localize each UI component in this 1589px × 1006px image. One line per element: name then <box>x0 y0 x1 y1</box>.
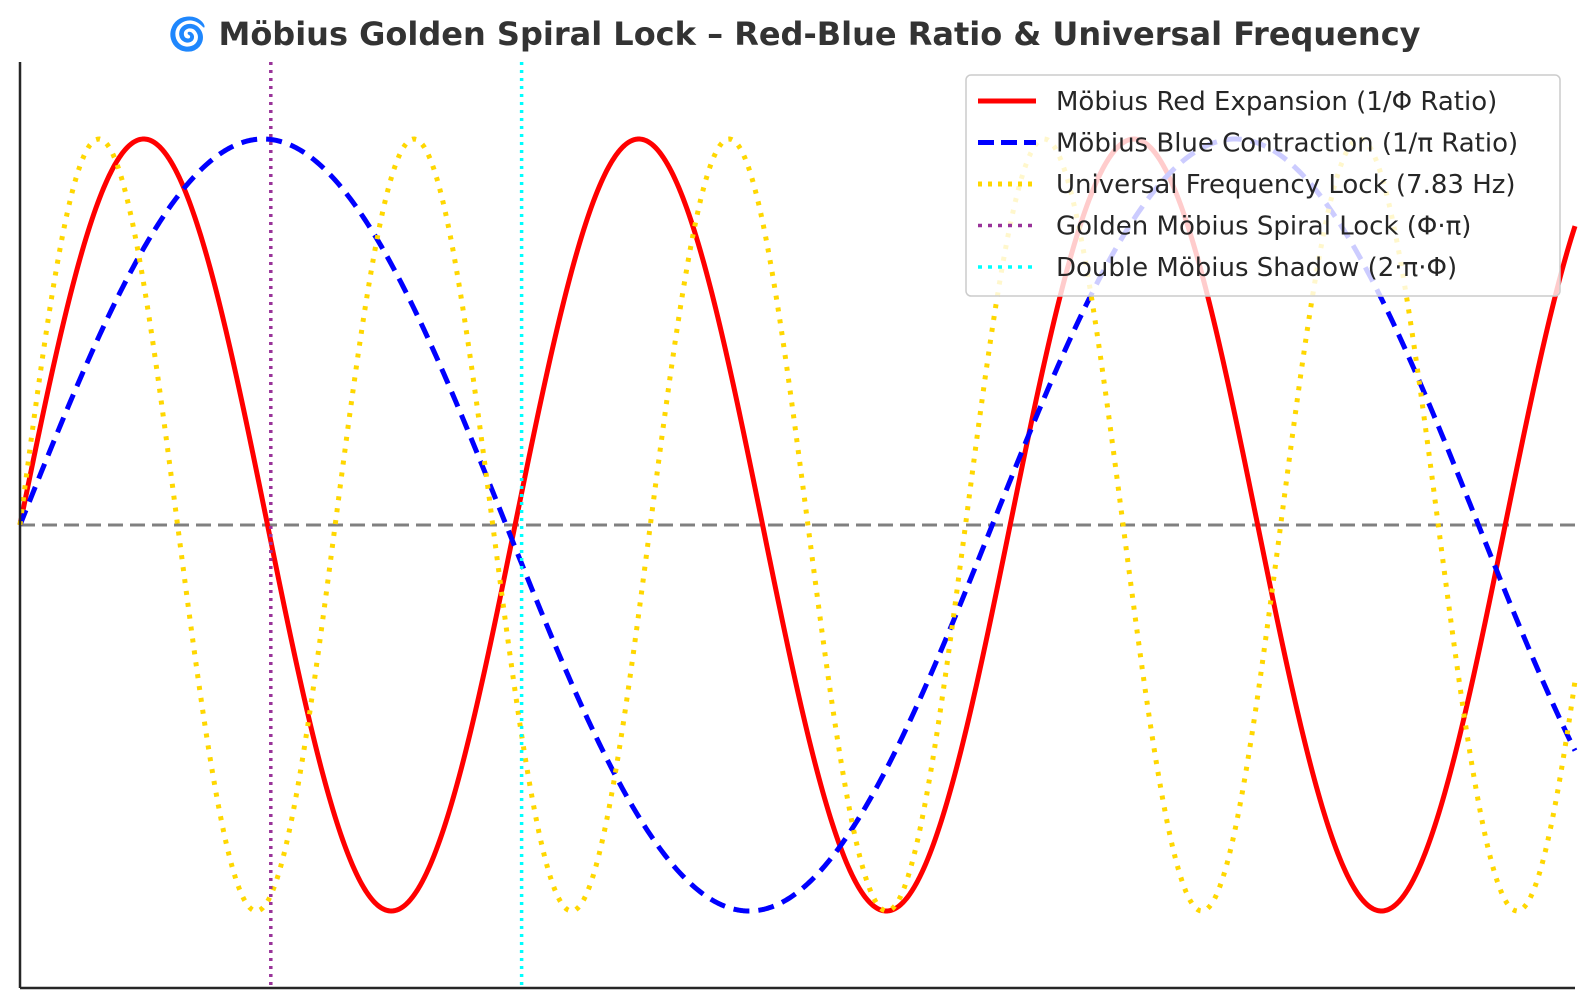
legend: Möbius Red Expansion (1/Φ Ratio) Möbius B… <box>965 74 1561 297</box>
chart-title: 🌀 Möbius Golden Spiral Lock – Red-Blue R… <box>167 15 1420 53</box>
legend-label: Möbius Blue Contraction (1/π Ratio) <box>1056 129 1518 159</box>
legend-label: Universal Frequency Lock (7.83 Hz) <box>1056 170 1516 200</box>
legend-entry-red: Möbius Red Expansion (1/Φ Ratio) <box>978 87 1497 117</box>
legend-entry-golden-lock: Golden Möbius Spiral Lock (Φ·π) <box>978 212 1471 242</box>
legend-entry-blue: Möbius Blue Contraction (1/π Ratio) <box>978 129 1518 159</box>
legend-entry-frequency: Universal Frequency Lock (7.83 Hz) <box>978 170 1516 200</box>
legend-entry-shadow: Double Möbius Shadow (2·π·Φ) <box>978 253 1457 283</box>
legend-label: Möbius Red Expansion (1/Φ Ratio) <box>1056 87 1497 117</box>
legend-label: Double Möbius Shadow (2·π·Φ) <box>1056 253 1457 283</box>
red-expansion-line <box>17 136 1578 914</box>
axes <box>18 62 1575 990</box>
legend-box <box>965 74 1561 297</box>
legend-label: Golden Möbius Spiral Lock (Φ·π) <box>1056 212 1471 242</box>
